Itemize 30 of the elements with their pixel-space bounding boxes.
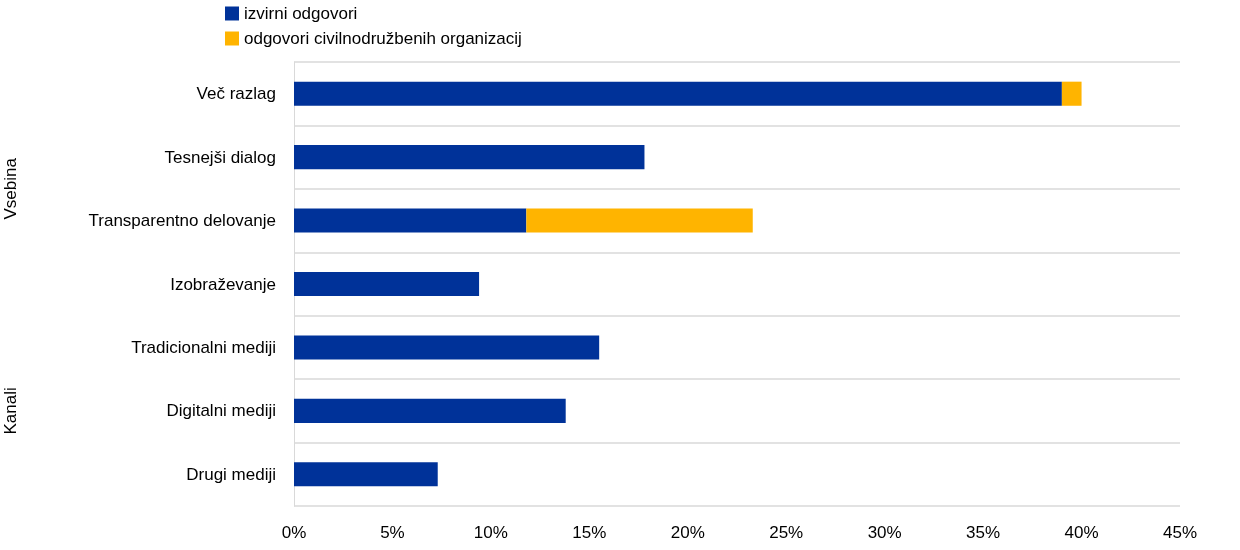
y-tick-label: Izobraževanje [170,274,276,294]
y-tick-label: Digitalni mediji [166,401,276,421]
text: Vsebina [0,157,20,220]
x-tick-label: 45% [1162,523,1198,542]
y-tick-label: Drugi mediji [186,464,276,484]
bar [526,208,753,233]
text: Kanali [0,387,20,435]
bar [294,271,480,297]
x-tick-label: 10% [473,523,508,542]
x-tick-label: 40% [1064,523,1099,542]
y-tick-label: Transparentno delovanje [88,211,276,231]
bar [294,335,600,360]
legend-label: odgovori civilnodružbenih organizacij [244,29,522,48]
bar [294,462,438,487]
x-tick-label: 5% [380,523,405,542]
x-tick-label: 15% [572,523,607,542]
bar [1061,81,1082,106]
x-tick-label: 20% [670,523,705,542]
legend-label: izvirni odgovori [244,4,358,23]
bar [294,145,645,170]
y-tick-label: Tesnejši dialog [164,147,276,167]
bar [294,81,1062,106]
x-tick-label: 0% [281,523,307,542]
x-tick-label: 25% [769,523,804,542]
x-tick-label: 35% [966,523,1001,542]
bar [294,398,566,423]
x-tick-label: 30% [867,523,902,542]
y-tick-label: Tradicionalni mediji [131,337,276,357]
y-tick-label: Več razlag [196,84,276,104]
bar [294,208,527,233]
